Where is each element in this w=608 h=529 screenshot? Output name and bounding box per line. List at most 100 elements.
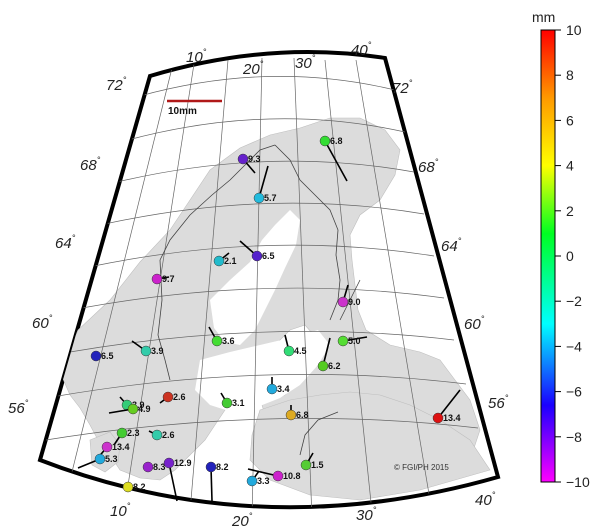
station-marker: 4.5 — [283, 334, 307, 357]
latitude-labels-right: 72° 68° 64° 60° 56° — [392, 78, 509, 412]
station-label: 1.5 — [311, 460, 324, 470]
sea-baltic — [195, 330, 330, 412]
colorbar-tick-label: −2 — [566, 293, 582, 309]
station-label: 2.1 — [224, 256, 237, 266]
station-label: 9.7 — [162, 274, 175, 284]
station-dot — [251, 250, 263, 262]
graticule-parallels — [45, 76, 479, 441]
colorbar-unit: mm — [532, 9, 555, 25]
station-label: 3.4 — [277, 384, 290, 394]
lat-label-right-60: 60° — [464, 314, 485, 333]
station-label: 5.3 — [105, 454, 118, 464]
station-dot — [205, 461, 217, 473]
station-marker: 3.3 — [246, 470, 270, 487]
station-dot — [140, 345, 152, 357]
station-label: 6.5 — [262, 251, 275, 261]
station-dot — [246, 475, 258, 487]
station-velocity-vector — [437, 389, 461, 419]
station-label: 6.5 — [101, 351, 114, 361]
station-marker: 3.1 — [220, 392, 245, 409]
station-label: 2.3 — [127, 428, 140, 438]
station-dot — [101, 441, 113, 453]
station-dot — [317, 360, 329, 372]
station-dot — [211, 335, 223, 347]
station-marker: 8.3 — [142, 461, 166, 473]
station-dot — [221, 397, 233, 409]
lon-label-bottom-40: 40° — [475, 490, 496, 509]
station-dot — [319, 135, 331, 147]
station-label: 4.9 — [138, 404, 151, 414]
lat-label-right-68: 68° — [418, 157, 439, 176]
lat-label-left-68: 68° — [80, 155, 101, 174]
station-dot — [151, 429, 163, 441]
station-marker: 2.3 — [113, 427, 140, 446]
colorbar-gradient — [540, 29, 556, 483]
station-marker: 8.2 — [205, 461, 229, 502]
station-marker: 12.9 — [163, 457, 192, 502]
colorbar: mm 10 8 6 4 2 0 −2 −4 −6 −8 −10 — [532, 9, 590, 490]
colorbar-tick-label: −10 — [566, 474, 590, 490]
longitude-labels-top: 10° 20° 30° 40° — [186, 40, 372, 78]
station-label: 2.6 — [173, 392, 186, 402]
station-marker: 3.6 — [208, 326, 235, 347]
station-dot — [285, 409, 297, 421]
station-marker: 13.4 — [432, 389, 461, 424]
station-marker: 6.8 — [319, 135, 348, 182]
station-marker: 9.7 — [151, 273, 175, 285]
lat-label-left-72: 72° — [106, 75, 127, 94]
station-marker: 2.6 — [148, 429, 175, 441]
lat-label-right-64: 64° — [441, 236, 462, 255]
station-dot — [90, 350, 102, 362]
colorbar-ticks: 10 8 6 4 2 0 −2 −4 −6 −8 −10 — [555, 22, 590, 490]
colorbar-tick-label: 8 — [566, 67, 574, 83]
borders — [157, 144, 361, 456]
station-dot — [213, 255, 225, 267]
station-dot — [337, 296, 349, 308]
station-marker: 5.0 — [337, 335, 368, 347]
lon-label-bottom-10: 10° — [110, 501, 131, 520]
station-marker: 1.5 — [300, 452, 324, 471]
lon-label-top-10: 10° — [186, 47, 207, 66]
station-label: 8.2 — [133, 482, 146, 492]
station-dot — [272, 470, 284, 482]
station-label: 10.8 — [283, 471, 301, 481]
station-marker: 3.4 — [266, 377, 290, 395]
sea-gulf-of-bothnia — [210, 210, 300, 345]
station-dot — [432, 412, 444, 424]
station-dot — [127, 403, 139, 415]
station-velocity-vector — [210, 466, 213, 502]
station-marker: 6.5 — [239, 240, 275, 262]
station-label: 3.9 — [151, 346, 164, 356]
station-label: 4.5 — [294, 346, 307, 356]
station-marker: 5.7 — [253, 165, 277, 204]
station-marker: 10.8 — [247, 468, 301, 482]
lon-label-top-20: 20° — [242, 59, 264, 78]
station-label: 5.7 — [264, 193, 277, 203]
colorbar-tick-label: −4 — [566, 338, 582, 354]
station-marker: 2.6 — [159, 391, 186, 404]
station-label: 12.9 — [174, 458, 192, 468]
colorbar-tick-label: 6 — [566, 112, 574, 128]
lon-label-bottom-20: 20° — [231, 511, 253, 529]
station-label: 3.6 — [222, 336, 235, 346]
copyright-label: © FGI/PH 2015 — [394, 463, 449, 472]
station-label: 9.3 — [248, 154, 261, 164]
colorbar-tick-label: 4 — [566, 158, 574, 174]
lon-label-top-40: 40° — [351, 40, 372, 59]
longitude-labels-bottom: 10° 20° 30° 40° — [110, 490, 496, 529]
station-marker: 6.8 — [285, 405, 309, 421]
station-label: 9.0 — [348, 297, 361, 307]
lon-label-top-30: 30° — [295, 53, 316, 72]
station-label: 3.9 — [132, 400, 145, 410]
station-marker: 9.0 — [337, 284, 361, 308]
lat-label-left-64: 64° — [55, 233, 76, 252]
station-dot — [253, 192, 265, 204]
station-label: 8.3 — [153, 462, 166, 472]
station-velocity-vector — [168, 462, 178, 502]
station-label: 6.2 — [328, 361, 341, 371]
lon-label-bottom-30: 30° — [356, 505, 377, 524]
station-label: 13.4 — [112, 442, 130, 452]
station-label: 6.8 — [296, 410, 309, 420]
lat-label-right-72: 72° — [392, 78, 413, 97]
